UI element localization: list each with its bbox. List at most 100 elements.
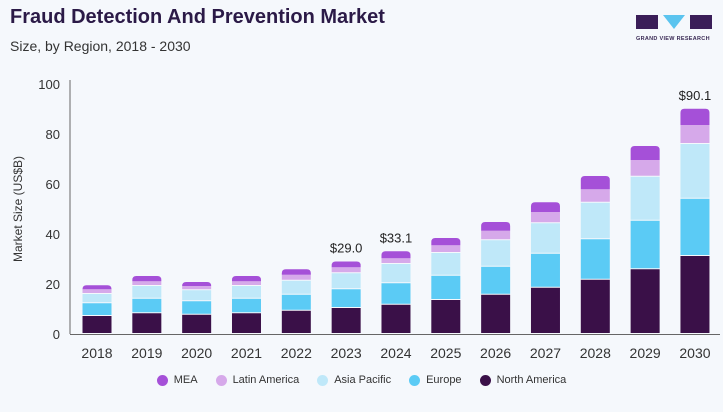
bar-segment-latin-america [281, 274, 311, 280]
y-tick-label: 40 [46, 227, 60, 242]
bar-segment-mea [331, 261, 361, 268]
x-tick-label: 2027 [530, 345, 561, 361]
bar-segment-asia-pacific [381, 264, 411, 283]
bar-segment-north-america [381, 304, 411, 333]
legend-item: North America [479, 374, 567, 386]
bar-segment-north-america [431, 300, 461, 333]
bar-segment-latin-america [82, 289, 112, 293]
bar-segment-europe [530, 253, 560, 287]
bar-segment-latin-america [381, 258, 411, 263]
legend-label: Asia Pacific [334, 374, 392, 386]
bar-segment-mea [481, 222, 511, 231]
bar-segment-asia-pacific [431, 253, 461, 275]
bar-segment-europe [680, 198, 710, 255]
bar-segment-europe [481, 266, 511, 294]
bar-segment-europe [381, 283, 411, 304]
grand-view-research-logo [636, 15, 712, 29]
bar-segment-latin-america [481, 230, 511, 240]
legend: MEA Latin America Asia Pacific Europe North … [0, 374, 723, 386]
legend-label: North America [496, 374, 567, 386]
bar-segment-north-america [580, 279, 610, 333]
x-tick-label: 2022 [281, 345, 312, 361]
bar-segment-latin-america [231, 281, 261, 285]
bar-segment-asia-pacific [580, 202, 610, 239]
bar-segment-mea [182, 282, 212, 286]
bar-segment-asia-pacific [331, 273, 361, 289]
bar-segment-mea [381, 251, 411, 259]
legend-item: Europe [409, 374, 462, 386]
data-label: $90.1 [679, 88, 712, 103]
bar-segment-mea [530, 202, 560, 212]
x-tick-label: 2020 [181, 345, 212, 361]
bar-segment-latin-america [530, 212, 560, 223]
legend-item: MEA [156, 374, 198, 386]
bar-segment-asia-pacific [281, 280, 311, 294]
bar-segment-europe [182, 301, 212, 314]
bar-segment-mea [281, 269, 311, 275]
bar-segment-north-america [281, 310, 311, 333]
legend-swatch [156, 374, 168, 386]
chart-subtitle: Size, by Region, 2018 - 2030 [10, 38, 191, 54]
bar-segment-mea [431, 238, 461, 246]
x-tick-label: 2025 [430, 345, 461, 361]
x-tick-label: 2029 [630, 345, 661, 361]
x-tick-label: 2028 [580, 345, 611, 361]
bar-segment-north-america [132, 313, 162, 333]
bar-segment-north-america [82, 316, 112, 333]
bar-segment-mea [231, 276, 261, 282]
bar-segment-latin-america [132, 281, 162, 285]
bar-segment-europe [281, 294, 311, 310]
y-tick-label: 100 [38, 77, 60, 92]
bar-segment-latin-america [182, 286, 212, 290]
x-tick-label: 2024 [380, 345, 411, 361]
bar-segment-asia-pacific [630, 176, 660, 220]
x-tick-label: 2030 [679, 345, 710, 361]
x-tick-label: 2018 [81, 345, 112, 361]
bar-segment-latin-america [431, 245, 461, 252]
x-tick-label: 2021 [231, 345, 262, 361]
bar-segment-north-america [231, 313, 261, 333]
bar-segment-europe [431, 275, 461, 299]
y-tick-label: 60 [46, 177, 60, 192]
bar-segment-asia-pacific [182, 290, 212, 301]
legend-label: Europe [426, 374, 462, 386]
legend-item: Asia Pacific [317, 374, 391, 386]
bar-segment-europe [331, 289, 361, 307]
bar-segment-europe [82, 303, 112, 315]
logo-text: GRAND VIEW RESEARCH [636, 36, 710, 42]
bar-segment-europe [132, 298, 162, 313]
bar-segment-latin-america [680, 125, 710, 143]
legend-label: MEA [173, 374, 198, 386]
bar-segment-asia-pacific [481, 240, 511, 266]
legend-swatch [317, 374, 329, 386]
bar-segment-asia-pacific [680, 144, 710, 198]
bar-segment-north-america [481, 294, 511, 333]
bar-segment-mea [82, 285, 112, 290]
bar-segment-europe [580, 239, 610, 279]
x-tick-label: 2023 [331, 345, 362, 361]
data-label: $29.0 [330, 241, 363, 256]
legend-item: Latin America [215, 374, 299, 386]
y-tick-label: 0 [53, 327, 60, 342]
bar-segment-europe [630, 220, 660, 269]
legend-swatch [409, 374, 421, 386]
bar-segment-asia-pacific [82, 294, 112, 303]
bar-segment-asia-pacific [530, 223, 560, 253]
y-tick-label: 20 [46, 277, 60, 292]
bar-segment-asia-pacific [132, 286, 162, 298]
data-label: $33.1 [380, 230, 413, 245]
bar-segment-north-america [331, 308, 361, 333]
x-tick-label: 2026 [480, 345, 511, 361]
bar-segment-north-america [630, 269, 660, 333]
legend-swatch [479, 374, 491, 386]
bar-segment-mea [630, 146, 660, 160]
bar-segment-asia-pacific [231, 286, 261, 298]
bar-segment-latin-america [580, 189, 610, 202]
x-tick-label: 2019 [131, 345, 162, 361]
chart-title: Fraud Detection And Prevention Market [10, 6, 385, 28]
y-axis-label: Market Size (US$B) [11, 156, 25, 262]
bar-segment-north-america [530, 287, 560, 333]
bar-segment-mea [132, 276, 162, 282]
